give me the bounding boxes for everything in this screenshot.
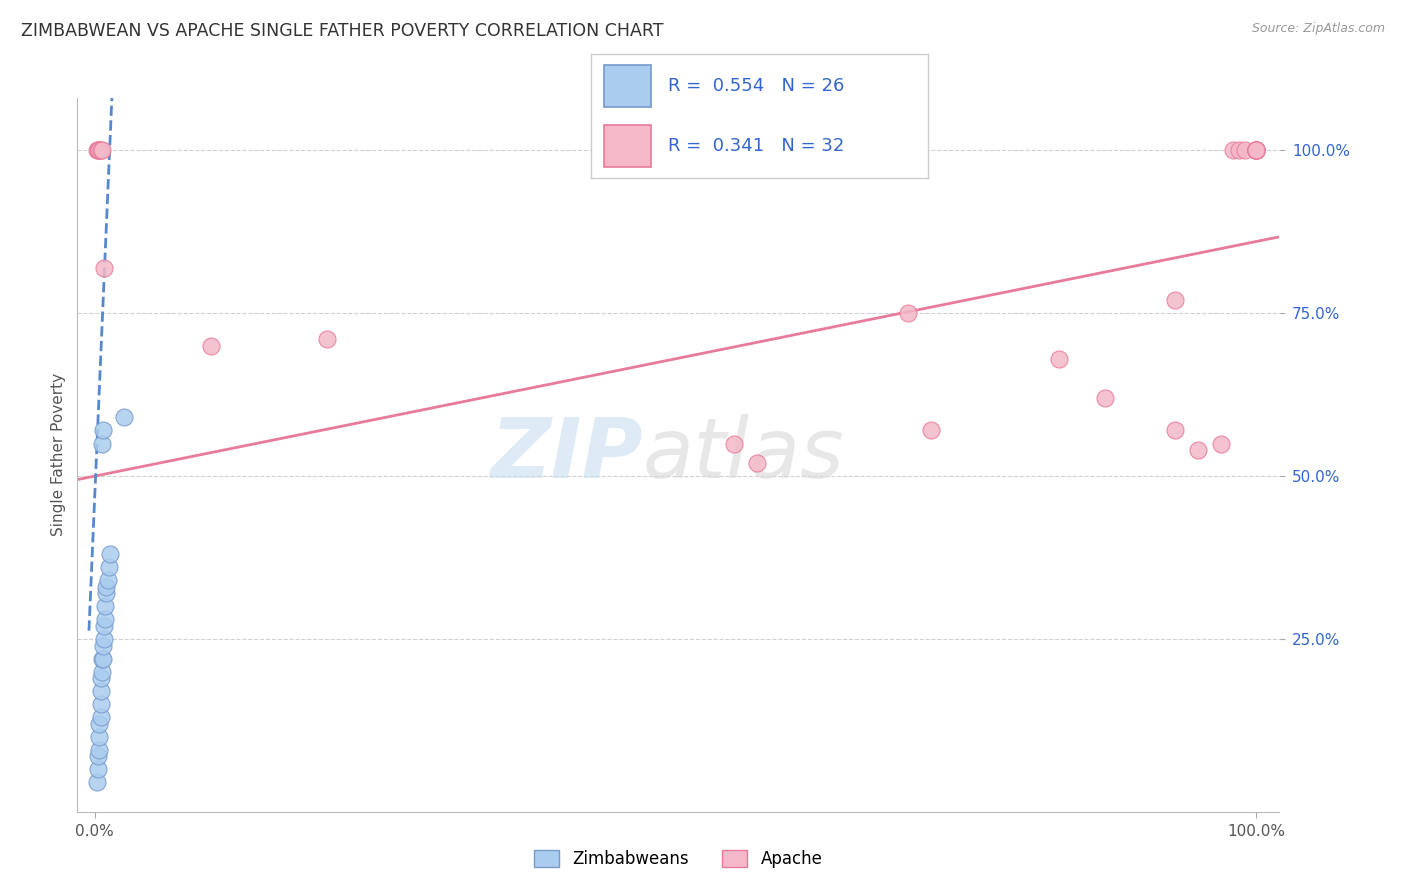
Point (723, 436, 745, 450)
Point (112, 410, 135, 425)
Point (897, 306, 920, 320)
Point (1244, 143, 1267, 157)
FancyBboxPatch shape (605, 65, 651, 107)
Point (90, 665, 112, 679)
Point (96, 580, 118, 594)
Point (1047, 351, 1070, 366)
Point (1244, 143, 1267, 157)
Text: R =  0.554   N = 26: R = 0.554 N = 26 (668, 77, 845, 95)
Point (90, 651, 112, 665)
Point (86, 143, 108, 157)
Y-axis label: Single Father Poverty: Single Father Poverty (51, 374, 66, 536)
Point (89, 743, 111, 757)
Point (89, 143, 111, 157)
Text: atlas: atlas (643, 415, 844, 495)
Point (1244, 143, 1267, 157)
Point (1164, 424, 1187, 438)
Text: Source: ZipAtlas.com: Source: ZipAtlas.com (1251, 22, 1385, 36)
Point (90, 143, 112, 157)
Point (89, 143, 111, 157)
Point (745, 456, 768, 470)
Text: ZIMBABWEAN VS APACHE SINGLE FATHER POVERTY CORRELATION CHART: ZIMBABWEAN VS APACHE SINGLE FATHER POVER… (21, 22, 664, 40)
Point (93, 632, 115, 646)
FancyBboxPatch shape (605, 125, 651, 167)
Point (96, 586, 118, 600)
Point (1244, 143, 1267, 157)
Point (1187, 443, 1209, 458)
Point (87, 749, 110, 764)
Point (87, 763, 110, 777)
Point (1244, 143, 1267, 157)
Point (93, 619, 115, 633)
Text: R =  0.341   N = 32: R = 0.341 N = 32 (668, 137, 845, 155)
Point (91, 651, 114, 665)
Point (90, 436, 112, 450)
Point (94, 612, 117, 626)
Point (1244, 143, 1267, 157)
Point (90, 143, 112, 157)
Point (87, 143, 110, 157)
Point (96, 574, 118, 588)
Point (90, 710, 112, 724)
Point (1244, 143, 1267, 157)
Text: ZIP: ZIP (489, 415, 643, 495)
Point (920, 424, 942, 438)
Point (90, 697, 112, 711)
Point (98, 547, 121, 561)
Point (89, 730, 111, 744)
Point (200, 339, 222, 353)
Point (91, 424, 114, 438)
Point (89, 716, 111, 731)
Point (90, 671, 112, 685)
Point (1244, 143, 1267, 157)
Point (1244, 143, 1267, 157)
Point (86, 775, 108, 789)
Point (1244, 143, 1267, 157)
Point (97, 560, 120, 574)
Point (91, 639, 114, 653)
Legend: Zimbabweans, Apache: Zimbabweans, Apache (527, 843, 830, 875)
Point (94, 599, 117, 614)
Point (1227, 143, 1250, 157)
Point (1164, 293, 1187, 307)
Point (316, 332, 339, 346)
Point (1222, 143, 1244, 157)
Point (90, 684, 112, 698)
Point (1211, 436, 1233, 450)
Point (1233, 143, 1256, 157)
Point (1094, 391, 1116, 405)
Point (93, 260, 115, 275)
